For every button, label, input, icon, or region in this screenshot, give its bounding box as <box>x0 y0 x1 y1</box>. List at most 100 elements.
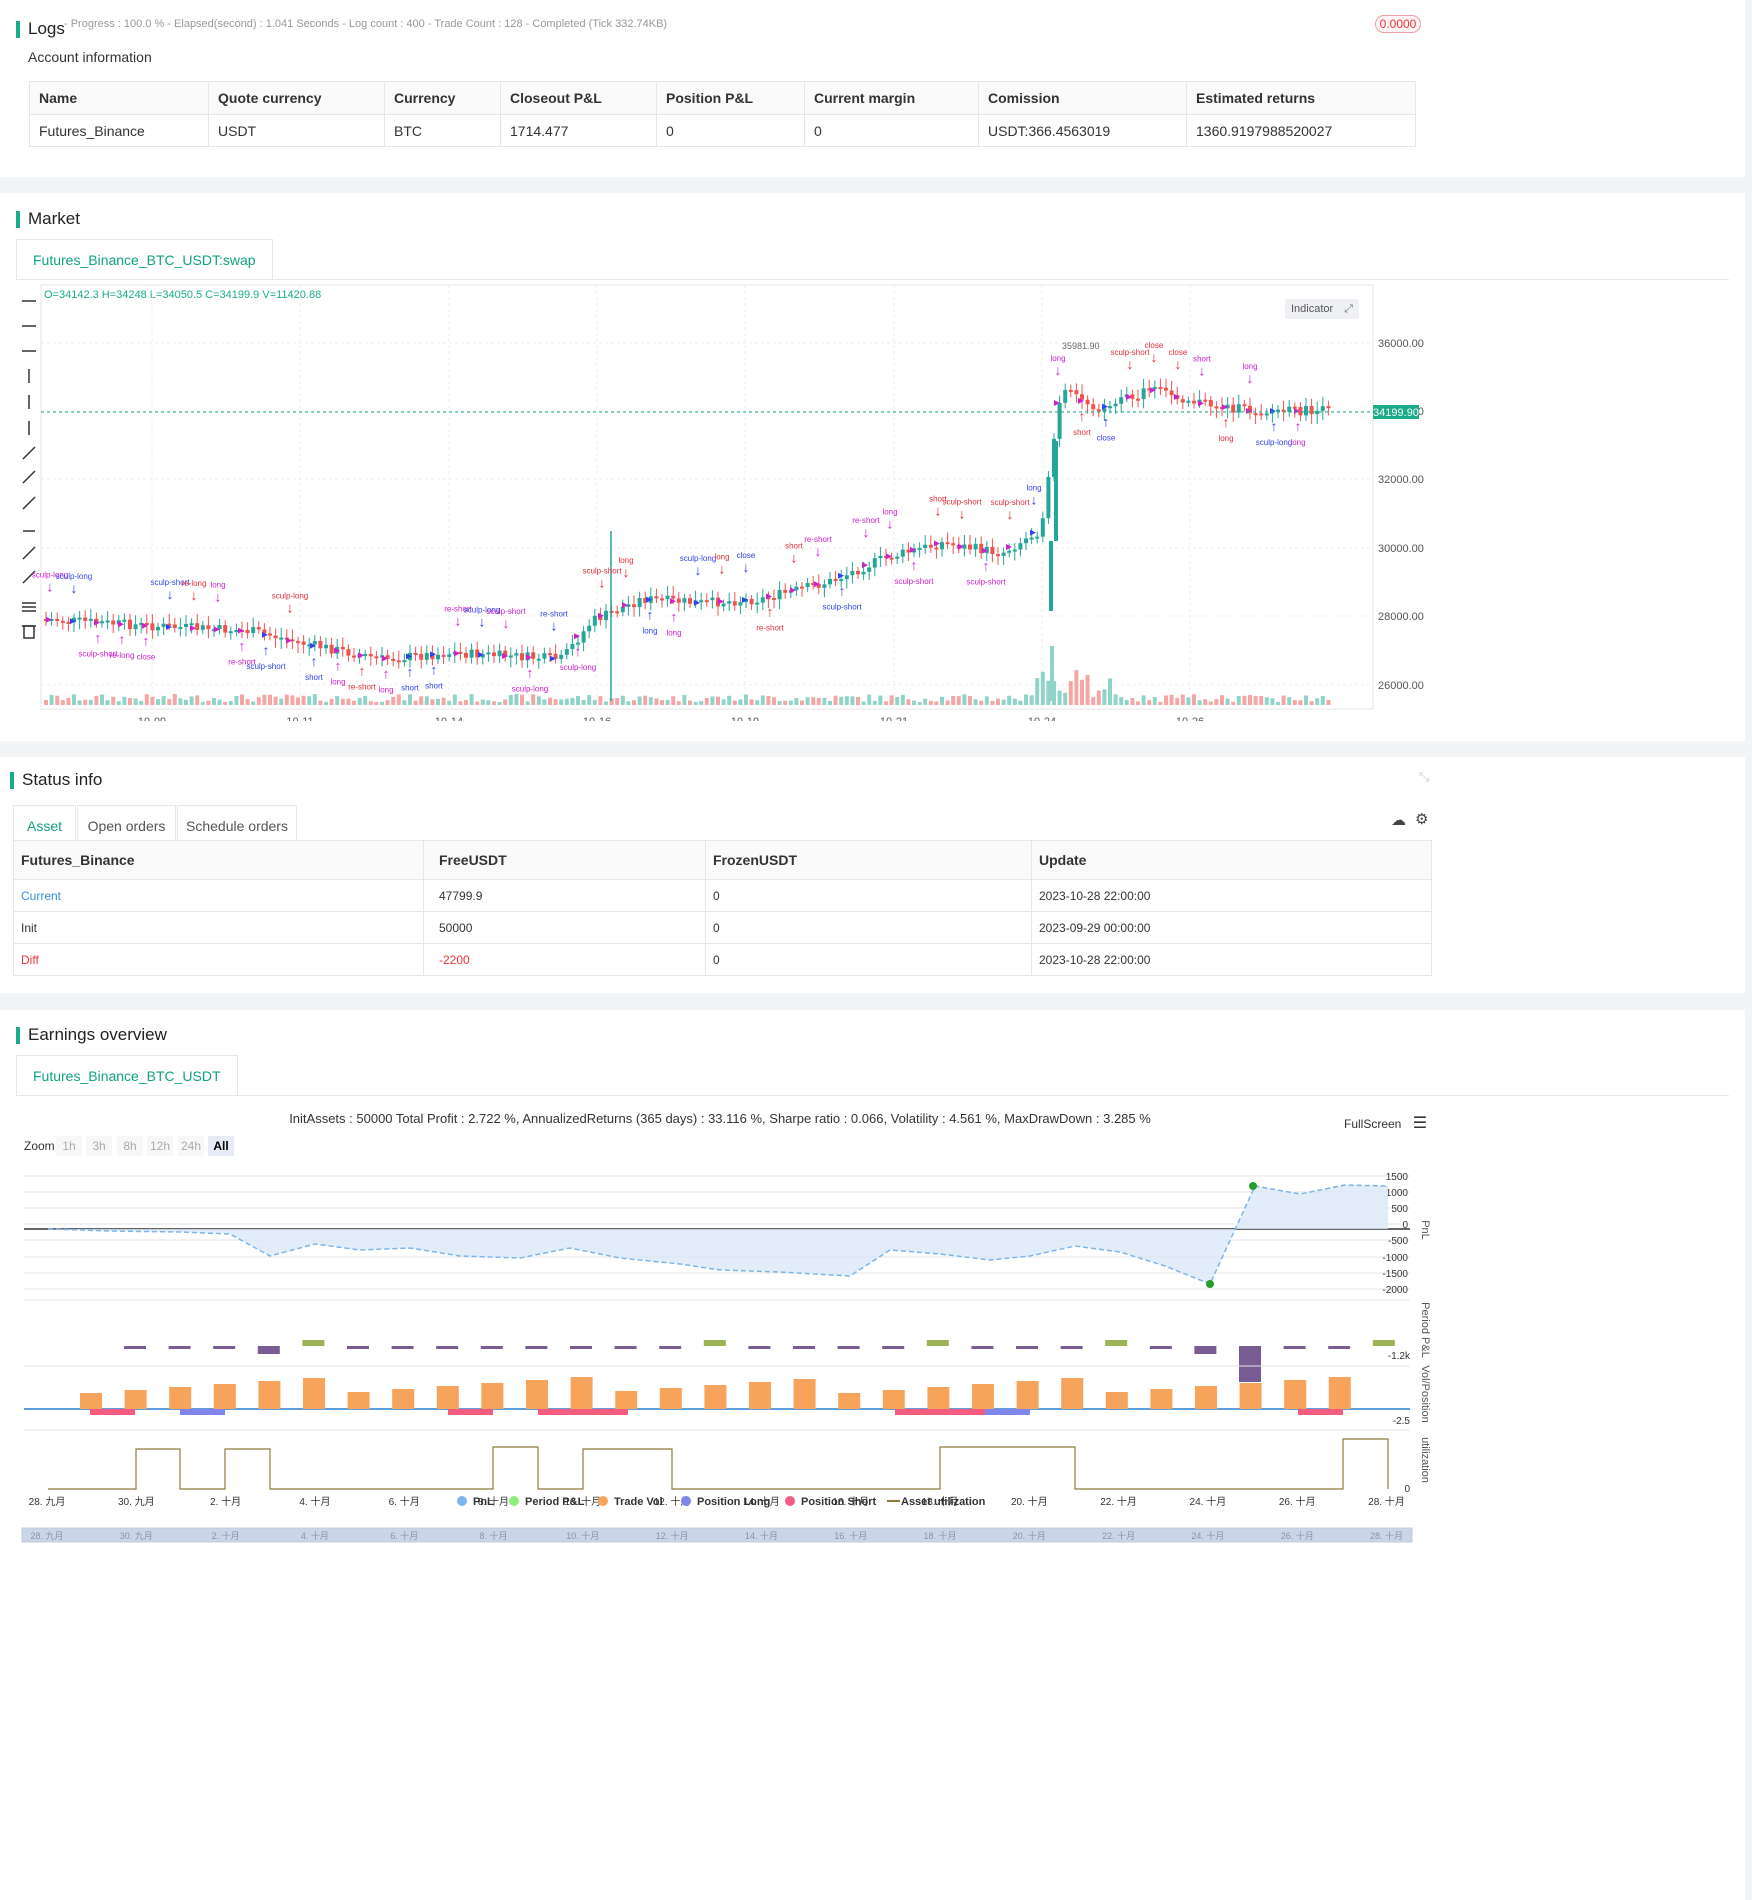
candle-body <box>839 579 844 582</box>
volume-bar <box>206 700 211 705</box>
volume-bar <box>1276 701 1280 705</box>
volume-bar <box>800 700 804 705</box>
collapse-icon[interactable]: ⤡ <box>1419 769 1430 784</box>
legend-item[interactable]: Asset utilization <box>901 1496 986 1508</box>
trade-vol-bar <box>972 1384 994 1409</box>
candle-body <box>536 658 541 661</box>
candle-body <box>1192 400 1196 404</box>
zoom-1h[interactable]: 1h <box>56 1136 82 1156</box>
volume-bar <box>436 698 440 705</box>
trade-label: long <box>666 628 681 637</box>
candle-body <box>564 649 569 655</box>
zoom-all[interactable]: All <box>208 1136 234 1156</box>
volume-bar <box>592 700 597 705</box>
candle-body <box>111 620 116 625</box>
volume-bar <box>564 698 569 705</box>
candle-body <box>1169 390 1174 396</box>
trade-label: long <box>1026 484 1041 493</box>
volume-bar <box>1304 695 1308 705</box>
trade-label: short <box>401 683 420 692</box>
candle-body <box>1029 537 1034 540</box>
candle-body <box>615 611 620 614</box>
account-header: Quote currency <box>208 81 385 115</box>
candle-body <box>766 597 771 600</box>
toolbar-icons[interactable] <box>20 293 38 643</box>
expand-icon: ⤢ <box>1344 303 1353 315</box>
volume-bar <box>150 696 155 705</box>
volume-bar <box>60 700 65 705</box>
candle-body <box>553 653 558 659</box>
legend[interactable]: PnL Period P&L Trade Vol Position Long Posit… <box>457 1496 986 1508</box>
navigator-range[interactable] <box>22 1528 1412 1542</box>
candle-body <box>1018 543 1023 550</box>
candle-body <box>878 555 883 559</box>
tab-asset[interactable]: Asset <box>13 805 76 845</box>
trade-arrow: ↓ <box>47 579 54 595</box>
volume-bar <box>1186 697 1191 705</box>
tab-open-orders[interactable]: Open orders <box>77 805 176 845</box>
volume-bar <box>928 700 933 705</box>
time-tick: 18. 十月 <box>922 1495 959 1508</box>
legend-item[interactable]: Position Long <box>697 1496 770 1508</box>
trade-vol-bar <box>169 1387 192 1409</box>
legend-item[interactable]: Position Short <box>801 1496 877 1508</box>
volume-bar <box>1096 690 1101 705</box>
candle-body <box>1259 413 1264 416</box>
earnings-chart[interactable]: 1500 1000 500 0 -500 -1000 -1500 -2000 -1.2k -2… <box>0 1160 1440 1550</box>
volume-bar <box>996 698 1000 705</box>
candle-body <box>83 617 88 621</box>
volume-bar <box>710 696 715 705</box>
candle-body <box>458 651 463 654</box>
indicator-button[interactable]: Indicator ⤢ <box>1285 299 1359 319</box>
trade-triangle <box>670 598 676 605</box>
navigator-tick: 14. 十月 <box>745 1530 778 1541</box>
legend-item[interactable]: Period P&L <box>525 1496 585 1508</box>
zoom-8h[interactable]: 8h <box>117 1136 143 1156</box>
gear-icon[interactable]: ⚙ <box>1415 811 1429 828</box>
candle-body <box>587 625 592 632</box>
pnl-min-marker <box>1206 1280 1214 1288</box>
volume-bar <box>1108 678 1112 705</box>
candle-body <box>486 652 491 655</box>
volume-bar <box>1287 697 1292 705</box>
period-bar <box>1194 1346 1217 1354</box>
asset-header: Futures_Binance <box>13 840 424 880</box>
tab-market-symbol[interactable]: Futures_Binance_BTC_USDT:swap <box>16 239 273 279</box>
volume-bar <box>727 695 732 705</box>
candle-body <box>1136 398 1140 401</box>
tab-schedule-orders[interactable]: Schedule orders <box>177 805 297 845</box>
trade-arrow: ↓ <box>551 618 558 634</box>
candle-body <box>1080 394 1084 400</box>
volume-bar <box>452 694 457 705</box>
candlestick-chart[interactable]: ↓sculp-long↓sculp-long↑sculp-short↑re-lo… <box>0 281 1440 721</box>
asset-cell: 47799.9 <box>423 879 706 912</box>
trade-triangle <box>238 627 244 634</box>
trade-label: re-short <box>756 623 784 632</box>
x-tick-label: 10-16 <box>583 716 611 721</box>
trade-arrow: ↓ <box>1151 349 1158 365</box>
trade-triangle <box>934 540 940 547</box>
chart-frame <box>40 284 1374 710</box>
zoom-24h[interactable]: 24h <box>178 1136 204 1156</box>
last-price-text: 34199.90 <box>1373 407 1419 419</box>
logs-badge[interactable]: 0.0000 <box>1375 15 1421 33</box>
legend-item[interactable]: Trade Vol <box>614 1496 663 1508</box>
volume-bar <box>441 697 446 705</box>
candle-body <box>945 542 950 545</box>
fullscreen-button[interactable]: FullScreen ☰ <box>1344 1113 1427 1133</box>
legend-item[interactable]: PnL <box>473 1496 494 1508</box>
volume-bar <box>1214 699 1219 705</box>
cloud-icon[interactable]: ☁ <box>1391 812 1406 829</box>
position-bar <box>985 1409 1030 1415</box>
candle-body <box>979 543 984 554</box>
trade-arrow: ↑ <box>767 603 774 619</box>
zoom-3h[interactable]: 3h <box>86 1136 112 1156</box>
candle-body <box>973 543 978 550</box>
candle-body <box>307 644 312 647</box>
tab-earnings-symbol[interactable]: Futures_Binance_BTC_USDT <box>16 1055 238 1095</box>
candle-body <box>200 625 205 630</box>
volume-bar <box>637 696 642 705</box>
zoom-12h[interactable]: 12h <box>147 1136 173 1156</box>
volume-bar <box>850 696 855 705</box>
trade-label: sculp-short <box>150 578 190 587</box>
